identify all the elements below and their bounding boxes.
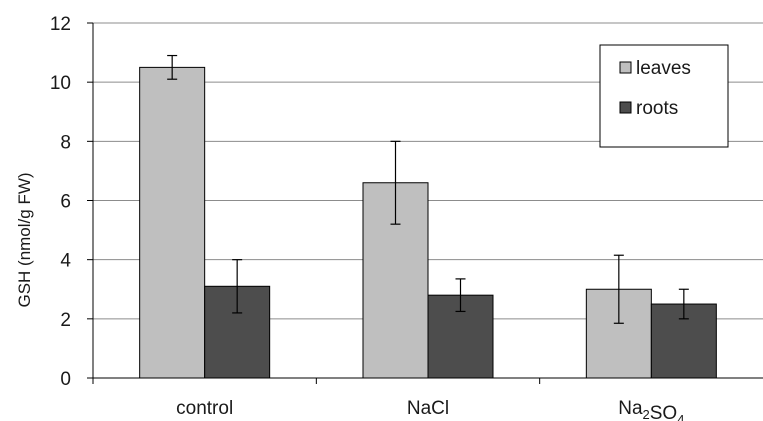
y-tick-label: 2	[60, 310, 71, 331]
y-tick-label: 10	[50, 73, 71, 94]
legend: leaves roots	[599, 44, 729, 148]
error-bars	[167, 54, 689, 324]
y-axis-title: GSH (nmol/g FW)	[15, 172, 34, 307]
y-tick-label: 12	[50, 14, 71, 35]
x-category-label-1: NaCl	[407, 398, 449, 419]
y-axis-ticks: 0 2 4 6 8 10 12	[50, 14, 93, 390]
y-tick-label: 6	[60, 192, 71, 213]
y-tick-label: 4	[60, 251, 71, 272]
axes	[92, 23, 763, 384]
x-axis-categories: control NaCl Na2SO4	[176, 398, 684, 421]
x-category-label-2: Na2SO4	[618, 398, 684, 421]
legend-label-roots: roots	[636, 98, 678, 119]
legend-label-leaves: leaves	[636, 58, 691, 79]
y-tick-label: 0	[60, 369, 71, 390]
legend-swatch-leaves	[619, 61, 632, 74]
bar-leaves-0	[139, 66, 206, 379]
y-tick-label: 8	[60, 132, 71, 153]
x-category-label-0: control	[176, 398, 233, 419]
legend-swatch-roots	[619, 101, 632, 114]
